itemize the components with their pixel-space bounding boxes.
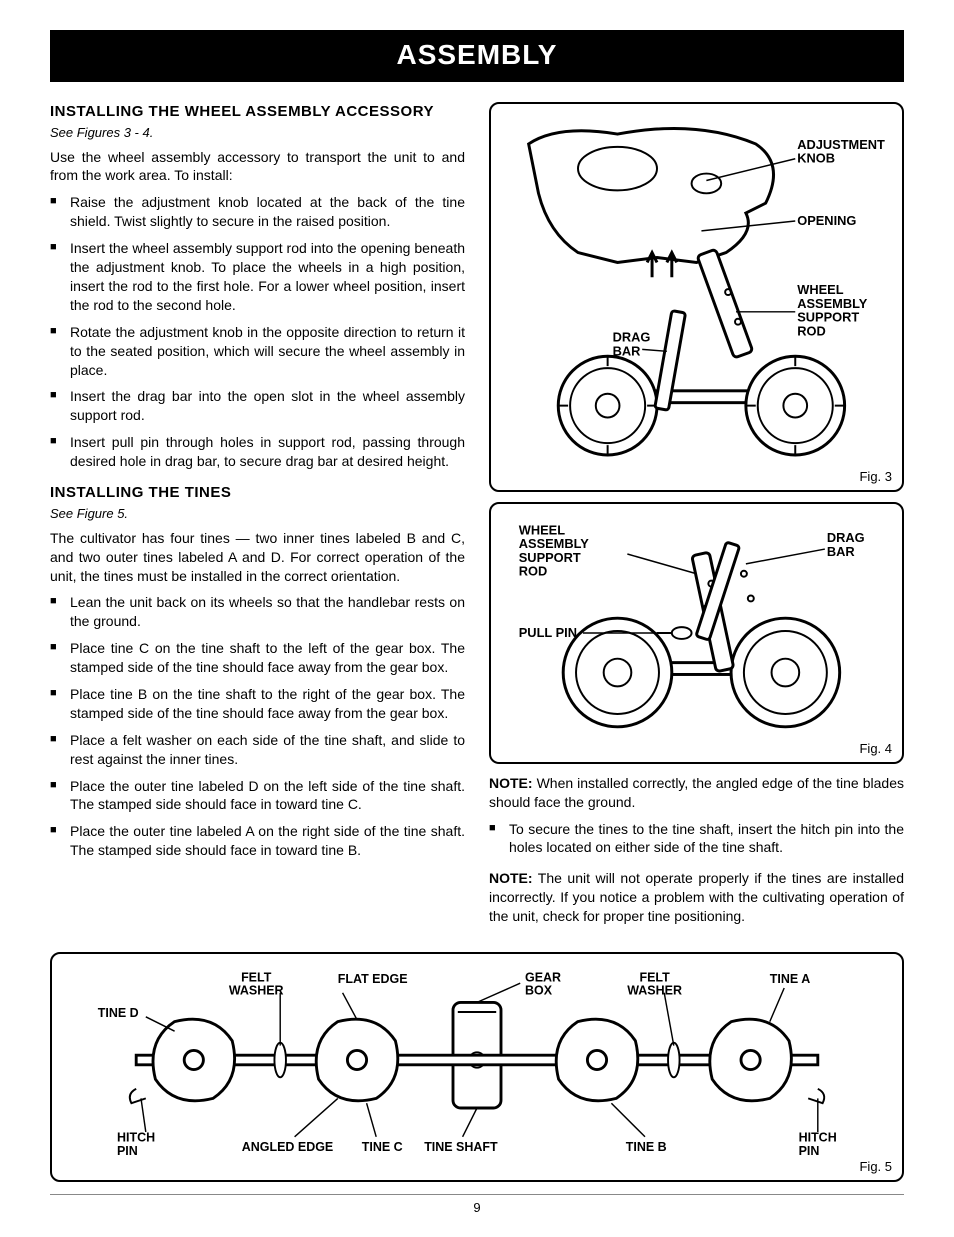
svg-text:TINE A: TINE A: [770, 972, 810, 986]
bullet-item: Insert the wheel assembly support rod in…: [50, 239, 465, 315]
svg-text:FELT: FELT: [241, 970, 272, 984]
two-column-layout: INSTALLING THE WHEEL ASSEMBLY ACCESSORY …: [50, 102, 904, 934]
note-2: NOTE: The unit will not operate properly…: [489, 869, 904, 926]
note-1: NOTE: When installed correctly, the angl…: [489, 774, 904, 812]
bullet-item: Insert the drag bar into the open slot i…: [50, 387, 465, 425]
svg-text:TINE B: TINE B: [626, 1140, 667, 1154]
svg-text:SUPPORT: SUPPORT: [797, 309, 859, 324]
svg-text:WHEEL: WHEEL: [519, 522, 565, 537]
bullet-item: Raise the adjustment knob located at the…: [50, 193, 465, 231]
left-column: INSTALLING THE WHEEL ASSEMBLY ACCESSORY …: [50, 102, 465, 934]
note-label: NOTE:: [489, 870, 533, 886]
svg-text:TINE D: TINE D: [98, 1006, 139, 1020]
bullets-1: Raise the adjustment knob located at the…: [50, 193, 465, 471]
svg-text:WASHER: WASHER: [229, 984, 284, 998]
bullet-item: Place a felt washer on each side of the …: [50, 731, 465, 769]
figref-2: See Figure 5.: [50, 505, 465, 523]
svg-text:WASHER: WASHER: [627, 984, 682, 998]
svg-text:FELT: FELT: [639, 970, 670, 984]
svg-text:SUPPORT: SUPPORT: [519, 550, 581, 565]
fig5-caption: Fig. 5: [859, 1158, 892, 1176]
right-column: ADJUSTMENT KNOB OPENING WHEEL ASSEMBLY S…: [489, 102, 904, 934]
svg-text:ASSEMBLY: ASSEMBLY: [519, 536, 590, 551]
svg-text:DRAG: DRAG: [827, 530, 865, 545]
svg-text:BAR: BAR: [827, 544, 855, 559]
svg-text:DRAG: DRAG: [613, 329, 651, 344]
svg-text:PIN: PIN: [117, 1144, 138, 1156]
svg-text:ROD: ROD: [797, 323, 826, 338]
bullet-item: Insert pull pin through holes in support…: [50, 433, 465, 471]
figure-4-box: WHEEL ASSEMBLY SUPPORT ROD DRAG BAR PULL…: [489, 502, 904, 764]
svg-text:BAR: BAR: [613, 343, 641, 358]
svg-text:ADJUSTMENT: ADJUSTMENT: [797, 137, 885, 152]
fig4-caption: Fig. 4: [859, 740, 892, 758]
figure-5-svg: FELT WASHER FLAT EDGE GEAR BOX FELT WASH…: [62, 964, 892, 1156]
svg-text:HITCH: HITCH: [799, 1131, 837, 1145]
figref-1: See Figures 3 - 4.: [50, 124, 465, 142]
svg-text:TINE C: TINE C: [362, 1140, 403, 1154]
bullet-item: Place the outer tine labeled D on the le…: [50, 777, 465, 815]
svg-text:PIN: PIN: [799, 1144, 820, 1156]
svg-text:OPENING: OPENING: [797, 213, 856, 228]
svg-text:GEAR: GEAR: [525, 970, 561, 984]
heading-wheel-assembly: INSTALLING THE WHEEL ASSEMBLY ACCESSORY: [50, 102, 465, 122]
note-1-text: When installed correctly, the angled edg…: [489, 775, 904, 810]
figure-3-svg: ADJUSTMENT KNOB OPENING WHEEL ASSEMBLY S…: [499, 112, 894, 482]
note-label: NOTE:: [489, 775, 533, 791]
heading-tines: INSTALLING THE TINES: [50, 483, 465, 503]
figure-4-svg: WHEEL ASSEMBLY SUPPORT ROD DRAG BAR PULL…: [499, 512, 894, 754]
svg-text:PULL PIN: PULL PIN: [519, 625, 577, 640]
svg-text:ROD: ROD: [519, 564, 548, 579]
svg-text:ANGLED EDGE: ANGLED EDGE: [242, 1140, 333, 1154]
page-number: 9: [50, 1194, 904, 1217]
note-2-text: The unit will not operate properly if th…: [489, 870, 904, 924]
bullet-item: Place the outer tine labeled A on the ri…: [50, 822, 465, 860]
fig3-caption: Fig. 3: [859, 468, 892, 486]
svg-text:BOX: BOX: [525, 984, 553, 998]
bullet-item: Place tine C on the tine shaft to the le…: [50, 639, 465, 677]
bullet-item: Lean the unit back on its wheels so that…: [50, 593, 465, 631]
intro-1: Use the wheel assembly accessory to tran…: [50, 148, 465, 186]
svg-text:ASSEMBLY: ASSEMBLY: [797, 296, 868, 311]
svg-text:HITCH: HITCH: [117, 1131, 155, 1145]
bullet-item: To secure the tines to the tine shaft, i…: [489, 820, 904, 858]
bullets-2: Lean the unit back on its wheels so that…: [50, 593, 465, 860]
intro-2: The cultivator has four tines — two inne…: [50, 529, 465, 586]
svg-text:KNOB: KNOB: [797, 150, 835, 165]
svg-text:WHEEL: WHEEL: [797, 282, 843, 297]
bullet-item: Rotate the adjustment knob in the opposi…: [50, 323, 465, 380]
svg-text:TINE SHAFT: TINE SHAFT: [424, 1140, 498, 1154]
figure-5-box: FELT WASHER FLAT EDGE GEAR BOX FELT WASH…: [50, 952, 904, 1182]
right-bullets: To secure the tines to the tine shaft, i…: [489, 820, 904, 858]
bullet-item: Place tine B on the tine shaft to the ri…: [50, 685, 465, 723]
figure-3-box: ADJUSTMENT KNOB OPENING WHEEL ASSEMBLY S…: [489, 102, 904, 492]
section-banner: ASSEMBLY: [50, 30, 904, 82]
svg-text:FLAT EDGE: FLAT EDGE: [338, 972, 408, 986]
